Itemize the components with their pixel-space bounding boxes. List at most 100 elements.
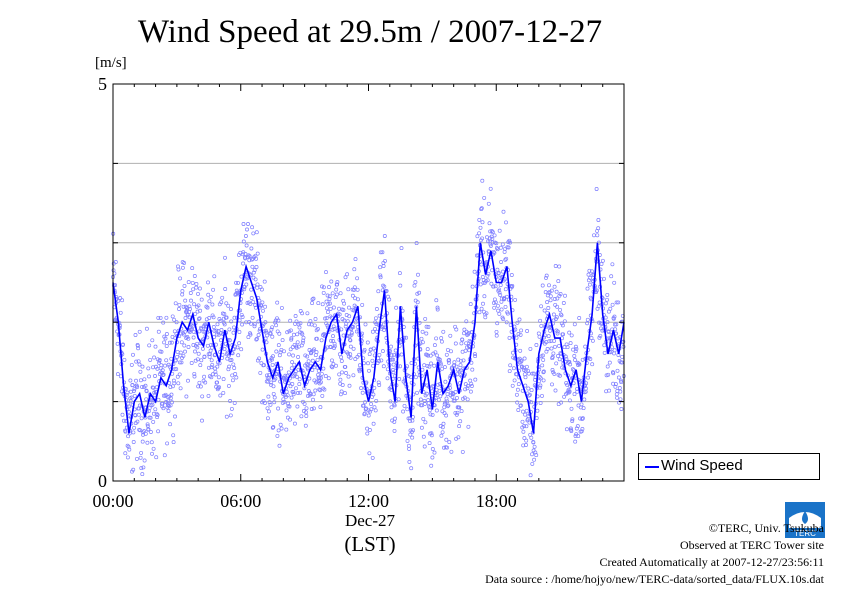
data-point — [606, 372, 611, 377]
data-point — [547, 339, 552, 344]
data-point — [303, 353, 308, 358]
data-point — [150, 451, 154, 456]
data-point — [513, 297, 518, 302]
data-point — [573, 439, 578, 444]
data-point — [120, 298, 125, 303]
data-point — [335, 282, 340, 287]
data-point — [210, 362, 215, 367]
data-point — [433, 350, 438, 355]
data-point — [348, 338, 353, 343]
data-point — [479, 306, 484, 311]
data-point — [250, 225, 255, 230]
data-point — [308, 319, 313, 324]
data-point — [221, 377, 226, 382]
data-point — [553, 344, 557, 349]
data-point — [534, 416, 539, 421]
data-point — [340, 383, 345, 387]
observed-text: Observed at TERC Tower site — [679, 538, 824, 552]
data-point — [211, 287, 216, 292]
data-point — [263, 320, 268, 325]
data-point — [369, 402, 374, 407]
data-point — [276, 428, 281, 433]
data-point — [418, 397, 423, 402]
data-point — [150, 402, 155, 407]
data-point — [234, 375, 239, 380]
data-point — [178, 350, 183, 355]
data-point — [619, 407, 624, 411]
data-point — [359, 386, 364, 391]
data-point — [370, 329, 375, 334]
data-point — [554, 315, 559, 320]
data-point — [409, 466, 414, 471]
data-point — [314, 350, 319, 355]
data-point — [547, 283, 551, 288]
data-point — [312, 365, 317, 370]
data-point — [541, 357, 546, 362]
data-point — [160, 373, 165, 378]
data-point — [241, 222, 246, 226]
data-point — [406, 374, 411, 378]
data-point — [271, 391, 276, 396]
data-point — [435, 305, 440, 310]
data-point — [164, 332, 169, 336]
data-point — [446, 360, 451, 365]
data-point — [415, 390, 419, 395]
data-point — [268, 331, 272, 336]
data-point — [183, 349, 187, 354]
credits-block: ©TERC, Univ. Tsukuba Observed at TERC To… — [485, 520, 824, 588]
data-point — [492, 305, 497, 310]
data-point — [252, 322, 257, 327]
data-point — [251, 275, 256, 280]
data-point — [469, 381, 474, 386]
data-point — [613, 327, 618, 332]
data-points — [111, 178, 626, 478]
data-point — [546, 306, 551, 310]
data-point — [354, 329, 359, 334]
data-point — [391, 362, 396, 367]
data-point — [314, 328, 319, 333]
data-point — [327, 285, 331, 290]
data-point — [142, 377, 147, 382]
data-point — [531, 371, 536, 376]
data-point — [564, 427, 569, 432]
data-point — [243, 252, 248, 256]
data-point — [197, 286, 202, 291]
data-point — [292, 362, 297, 367]
data-point — [182, 329, 187, 334]
data-point — [155, 413, 160, 417]
data-point — [286, 401, 291, 406]
data-point — [536, 331, 541, 336]
data-point — [372, 405, 377, 410]
data-point — [250, 315, 255, 320]
data-point — [493, 300, 498, 305]
data-point — [551, 312, 556, 317]
data-point — [488, 243, 493, 248]
data-point — [313, 317, 318, 321]
grid-lines — [113, 162, 624, 403]
data-point — [428, 353, 433, 358]
data-point — [546, 334, 551, 339]
data-point — [560, 365, 565, 370]
data-point — [540, 283, 545, 288]
data-point — [338, 291, 343, 296]
data-point — [398, 283, 403, 288]
data-point — [602, 276, 606, 281]
data-point — [315, 379, 320, 384]
data-point — [584, 381, 589, 386]
data-point — [537, 334, 542, 339]
data-point — [143, 383, 148, 388]
axis-ticks — [112, 83, 625, 482]
data-point — [156, 315, 161, 320]
data-point — [612, 322, 617, 327]
data-point — [152, 355, 157, 360]
data-point — [512, 378, 517, 383]
data-point — [563, 293, 567, 298]
data-point — [612, 348, 617, 353]
data-point — [159, 349, 164, 354]
data-point — [116, 298, 121, 303]
data-point — [240, 315, 245, 319]
data-point — [186, 378, 190, 383]
data-point — [575, 424, 580, 429]
data-point — [515, 400, 520, 405]
